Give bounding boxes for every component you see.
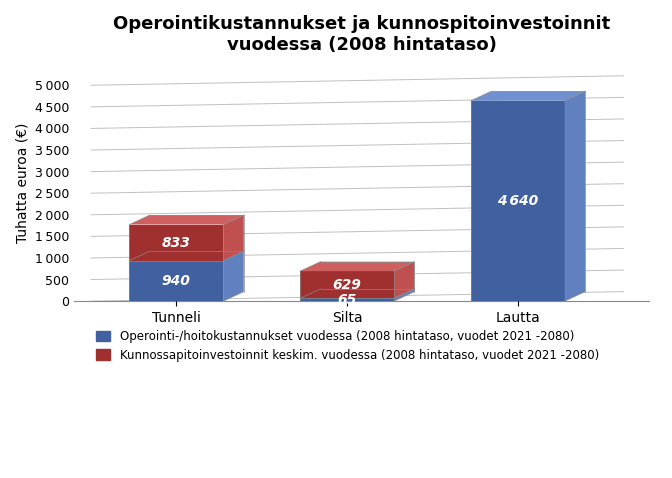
Text: 833: 833 bbox=[162, 236, 191, 250]
Legend: Operointi-/hoitokustannukset vuodessa (2008 hintataso, vuodet 2021 -2080), Kunno: Operointi-/hoitokustannukset vuodessa (2… bbox=[91, 325, 603, 367]
Polygon shape bbox=[394, 261, 415, 298]
Polygon shape bbox=[300, 298, 394, 301]
Polygon shape bbox=[471, 91, 585, 101]
Polygon shape bbox=[471, 101, 564, 301]
Polygon shape bbox=[130, 215, 244, 225]
Polygon shape bbox=[130, 225, 223, 261]
Title: Operointikustannukset ja kunnospitoinvestoinnit
vuodessa (2008 hintataso): Operointikustannukset ja kunnospitoinves… bbox=[113, 15, 610, 54]
Y-axis label: Tuhatta euroa (€): Tuhatta euroa (€) bbox=[15, 122, 29, 243]
Polygon shape bbox=[223, 251, 244, 301]
Polygon shape bbox=[394, 289, 415, 301]
Polygon shape bbox=[300, 289, 415, 298]
Text: 4 640: 4 640 bbox=[497, 194, 538, 208]
Polygon shape bbox=[130, 261, 223, 301]
Text: 65: 65 bbox=[337, 293, 357, 307]
Polygon shape bbox=[130, 251, 244, 261]
Text: 629: 629 bbox=[333, 278, 362, 292]
Polygon shape bbox=[300, 261, 415, 271]
Polygon shape bbox=[564, 91, 585, 301]
Polygon shape bbox=[300, 271, 394, 298]
Text: 940: 940 bbox=[162, 274, 191, 288]
Polygon shape bbox=[223, 215, 244, 261]
